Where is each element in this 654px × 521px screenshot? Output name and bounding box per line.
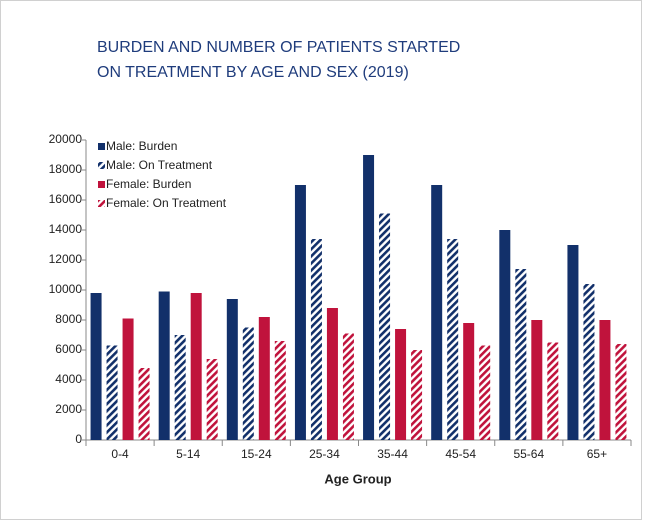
bar: [106, 345, 118, 440]
y-tick-label: 8000: [55, 312, 82, 326]
bar: [395, 329, 407, 440]
bar: [158, 291, 170, 440]
legend-swatch: [98, 143, 105, 150]
y-tick-label: 4000: [55, 372, 82, 386]
bar: [411, 350, 423, 440]
legend-label: Female: On Treatment: [106, 196, 227, 210]
bar: [583, 284, 595, 440]
y-tick-label: 2000: [55, 402, 82, 416]
bar: [294, 185, 306, 440]
x-tick-label: 35-44: [377, 447, 408, 461]
bar: [531, 320, 543, 440]
bar: [363, 155, 375, 440]
y-tick-label: 16000: [49, 192, 83, 206]
bar: [599, 320, 611, 440]
y-tick-label: 20000: [49, 132, 83, 146]
bar: [499, 230, 511, 440]
bar: [431, 185, 443, 440]
bar: [242, 327, 254, 440]
x-tick-label: 0-4: [111, 447, 129, 461]
x-tick-label: 55-64: [513, 447, 544, 461]
bar: [226, 299, 238, 440]
bar: [138, 368, 150, 440]
bar: [379, 213, 391, 440]
y-tick-label: 18000: [49, 162, 83, 176]
bar: [258, 317, 270, 440]
chart-title: ON TREATMENT BY AGE AND SEX (2019): [97, 64, 409, 81]
y-tick-label: 10000: [49, 282, 83, 296]
bar: [342, 333, 354, 440]
bar: [274, 341, 286, 440]
legend-swatch: [98, 162, 105, 169]
y-tick-label: 12000: [49, 252, 83, 266]
bar: [479, 345, 491, 440]
y-tick-label: 6000: [55, 342, 82, 356]
bar: [463, 323, 475, 440]
x-axis-label: Age Group: [324, 471, 391, 486]
bar: [122, 318, 134, 440]
bar: [567, 245, 579, 440]
x-tick-label: 15-24: [241, 447, 272, 461]
bar: [310, 239, 322, 440]
bar: [206, 359, 218, 440]
chart-title: BURDEN AND NUMBER OF PATIENTS STARTED: [97, 39, 460, 56]
legend-label: Female: Burden: [106, 177, 191, 191]
bar: [615, 344, 627, 440]
x-tick-label: 25-34: [309, 447, 340, 461]
bar: [447, 239, 459, 440]
bar: [190, 293, 202, 440]
x-tick-label: 45-54: [445, 447, 476, 461]
bar: [326, 308, 338, 440]
legend-label: Male: On Treatment: [106, 158, 213, 172]
y-tick-label: 14000: [49, 222, 83, 236]
legend-label: Male: Burden: [106, 139, 177, 153]
bar: [90, 293, 102, 440]
bar: [174, 335, 186, 440]
bar: [547, 342, 559, 440]
legend-swatch: [98, 200, 105, 207]
x-tick-label: 5-14: [176, 447, 200, 461]
bar: [515, 269, 527, 440]
legend-swatch: [98, 181, 105, 188]
y-tick-label: 0: [75, 432, 82, 446]
x-tick-label: 65+: [587, 447, 607, 461]
